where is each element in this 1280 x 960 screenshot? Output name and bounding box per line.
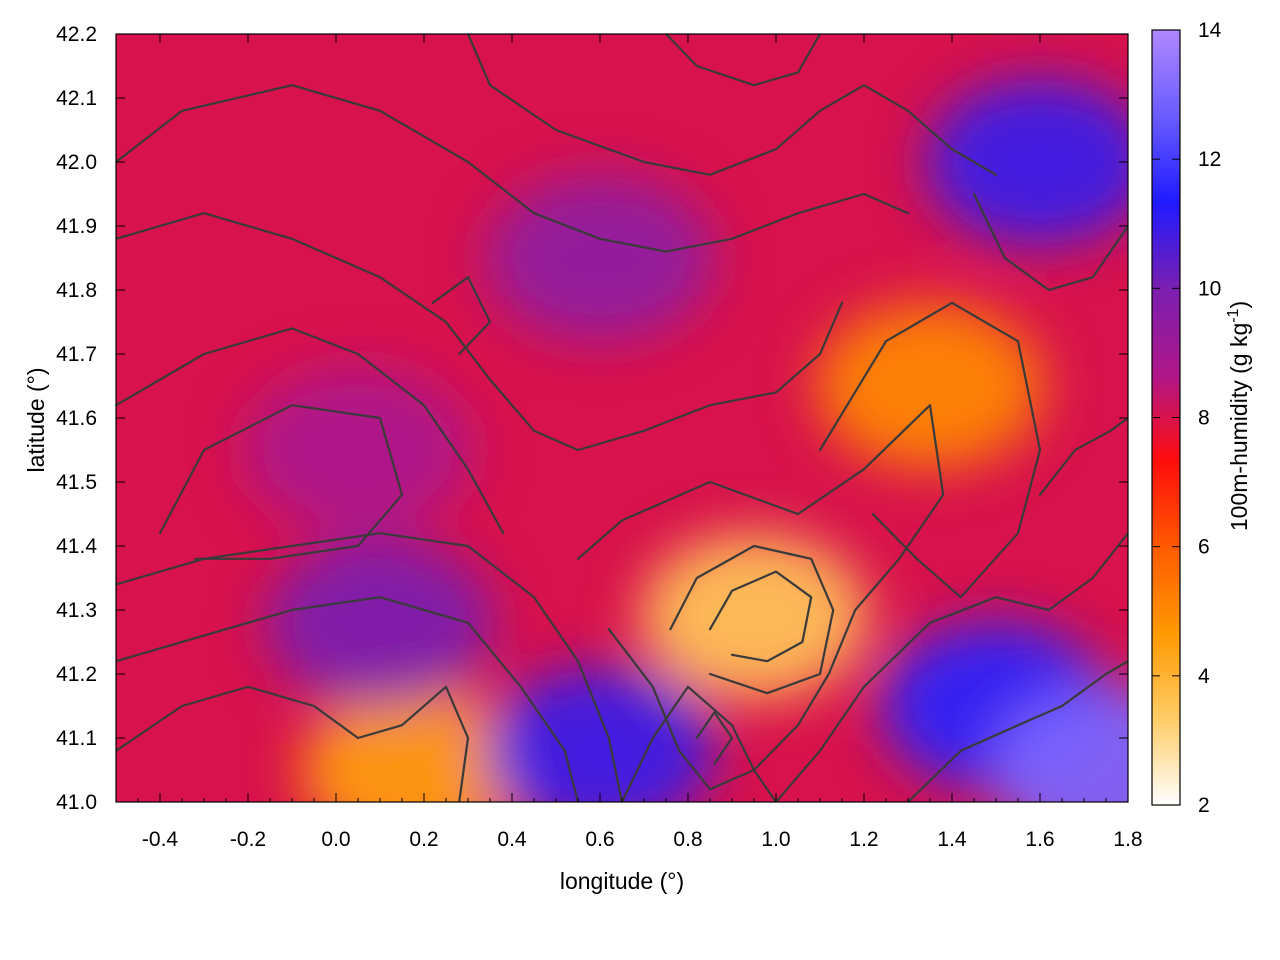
colorbar-title-superscript: -1 (1225, 308, 1242, 322)
x-tick-label: 0.8 (673, 828, 702, 851)
humidity-region-dry-south (300, 686, 530, 802)
x-tick-label: -0.2 (230, 828, 266, 851)
colorbar-title: 100m-humidity (g kg-1) (1225, 301, 1252, 531)
y-tick-label: 41.1 (56, 727, 97, 750)
humidity-region-moist-northwest (243, 366, 473, 534)
y-tick-label: 42.2 (56, 23, 97, 46)
y-tick-label: 41.7 (56, 343, 97, 366)
humidity-region-moist-delta (485, 667, 715, 802)
contour-line-3 (576, 404, 945, 791)
x-tick-label: 0.0 (321, 828, 350, 851)
contour-line-20 (1038, 416, 1128, 496)
y-tick-label: 41.9 (56, 215, 97, 238)
x-axis-title: longitude (°) (560, 868, 684, 894)
contour-line-13 (972, 192, 1128, 292)
colorbar-tick-label: 14 (1198, 19, 1222, 42)
x-tick-label: -0.4 (142, 828, 179, 851)
contour-line-10 (116, 84, 910, 253)
colorbar-tick-label: 8 (1198, 407, 1210, 430)
x-tick-label: 1.8 (1113, 828, 1142, 851)
y-tick-label: 41.8 (56, 279, 97, 302)
y-tick-label: 41.3 (56, 599, 97, 622)
humidity-field (243, 78, 1128, 802)
colorbar-title-suffix: ) (1226, 301, 1252, 309)
y-tick-label: 42.1 (56, 87, 97, 110)
plot-area (116, 34, 1128, 802)
humidity-region-dry-core (639, 533, 869, 700)
y-tick-label: 41.5 (56, 471, 97, 494)
contour-line-9 (116, 212, 844, 452)
colorbar-tick-label: 6 (1198, 536, 1210, 559)
x-tick-label: 0.2 (409, 828, 438, 851)
colorbar-tick-label: 10 (1198, 277, 1221, 300)
x-tick-label: 1.2 (849, 828, 878, 851)
y-tick-label: 42.0 (56, 151, 97, 174)
contour-line-1 (708, 570, 813, 663)
y-tick-label: 41.4 (56, 535, 97, 558)
colorbar-tick-label: 2 (1198, 794, 1210, 817)
contour-line-19 (431, 276, 492, 356)
contour-line-17 (774, 532, 1128, 802)
contour-layer (116, 34, 1128, 802)
humidity-region-moist-southeast (991, 686, 1128, 802)
x-axis: -0.4 -0.2 0.0 0.2 0.4 0.6 0.8 1.0 1.2 1.4 1.6 1.8 (115, 34, 1143, 851)
contour-line-2 (669, 544, 835, 695)
x-tick-label: 0.4 (497, 828, 527, 851)
contour-line-15 (620, 685, 778, 802)
y-tick-label: 41.6 (56, 407, 97, 430)
colorbar-tick-label: 4 (1198, 665, 1210, 688)
colorbar: 2 4 6 8 10 12 14 100m-humidity (g kg-1) (1151, 19, 1252, 817)
contour-line-14 (116, 685, 470, 802)
x-tick-label: 1.4 (937, 828, 967, 851)
contour-line-11 (466, 34, 998, 176)
contour-line-12 (664, 34, 822, 87)
y-tick-label: 41.0 (56, 791, 97, 814)
contour-line-4 (818, 301, 1042, 599)
contour-line-18 (695, 711, 734, 765)
humidity-region-moist-northeast (925, 78, 1128, 246)
x-tick-label: 0.6 (585, 828, 614, 851)
colorbar-tick-label: 12 (1198, 148, 1221, 171)
x-tick-label: 1.6 (1025, 828, 1054, 851)
contour-line-5 (116, 596, 580, 802)
contour-line-16 (906, 660, 1128, 802)
colorbar-ticks: 2 4 6 8 10 12 14 (1152, 19, 1222, 817)
y-tick-label: 41.2 (56, 663, 97, 686)
humidity-region-dry-ridge (815, 302, 1045, 470)
contour-line-8 (116, 327, 505, 535)
x-tick-label: 1.0 (761, 828, 790, 851)
humidity-region-moist-channel (265, 539, 495, 706)
y-axis-title: latitude (°) (23, 367, 49, 472)
y-axis: 41.0 41.1 41.2 41.3 41.4 41.5 41.6 41.7 41.8 41.9… (56, 23, 1128, 814)
contour-line-7 (158, 404, 404, 560)
colorbar-title-main: 100m-humidity (g kg (1226, 323, 1252, 531)
humidity-region-moist-north-band (485, 174, 715, 342)
contour-line-6 (116, 532, 624, 802)
